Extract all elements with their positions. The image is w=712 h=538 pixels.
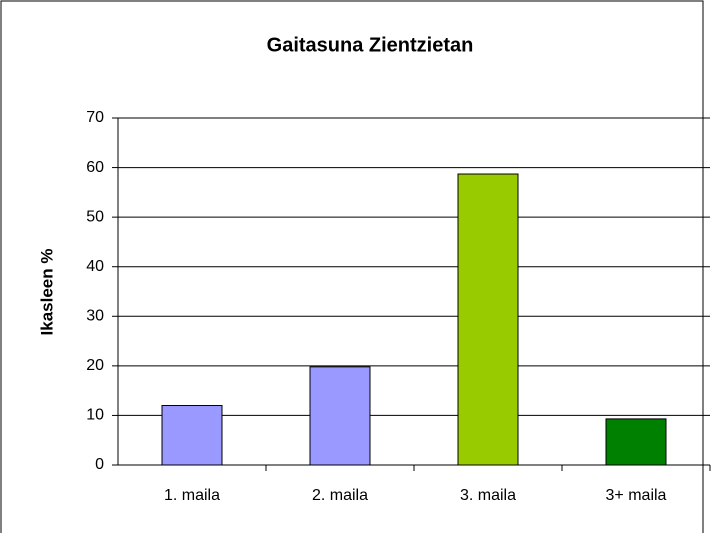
bar <box>161 405 223 466</box>
bar <box>309 366 371 466</box>
y-tick-label: 40 <box>86 258 104 275</box>
y-tick-label: 60 <box>86 159 104 176</box>
y-tick-label: 70 <box>86 109 104 126</box>
x-tick-label: 3+ maila <box>606 487 667 504</box>
y-tick-label: 10 <box>86 407 104 424</box>
y-axis-label: Ikasleen % <box>37 249 56 336</box>
y-tick-label: 50 <box>86 208 104 225</box>
bar <box>457 173 519 466</box>
x-tick-label: 2. maila <box>312 487 368 504</box>
x-tick-label: 3. maila <box>460 487 516 504</box>
y-tick-label: 0 <box>95 456 104 473</box>
x-tick-label: 1. maila <box>164 487 220 504</box>
bar <box>605 418 667 466</box>
chart-title: Gaitasuna Zientzietan <box>267 34 474 56</box>
y-tick-label: 30 <box>86 308 104 325</box>
y-tick-label: 20 <box>86 357 104 374</box>
